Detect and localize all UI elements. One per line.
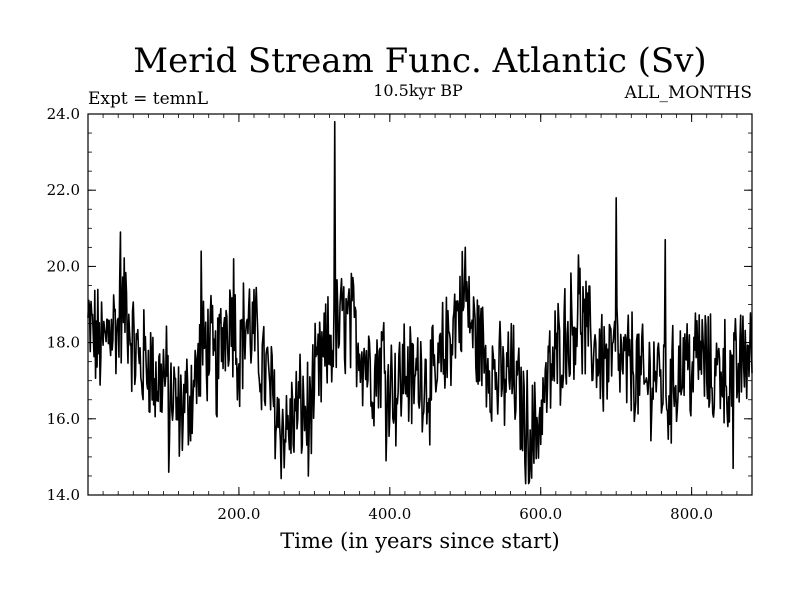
- chart-subtitle: 10.5kyr BP: [373, 81, 463, 100]
- y-tick-label: 20.0: [47, 257, 80, 275]
- x-tick-label: 600.0: [519, 505, 562, 523]
- data-series-line: [87, 120, 753, 485]
- y-tick-label: 16.0: [47, 410, 80, 428]
- experiment-label: Expt = temnL: [88, 89, 208, 109]
- x-tick-label: 800.0: [670, 505, 713, 523]
- x-tick-label: 200.0: [217, 505, 260, 523]
- y-tick-label: 24.0: [47, 105, 80, 123]
- chart-title: Merid Stream Func. Atlantic (Sv): [133, 41, 706, 81]
- x-axis-label: Time (in years since start): [280, 529, 559, 553]
- months-label: ALL_MONTHS: [624, 83, 752, 103]
- y-tick-label: 18.0: [47, 334, 80, 352]
- x-tick-label: 400.0: [368, 505, 411, 523]
- y-tick-label: 14.0: [47, 486, 80, 504]
- y-tick-label: 22.0: [47, 181, 80, 199]
- plot-area: 14.0 16.0 18.0 20.0 22.0 24.0 200.0 400.0 600.0 8…: [47, 105, 753, 523]
